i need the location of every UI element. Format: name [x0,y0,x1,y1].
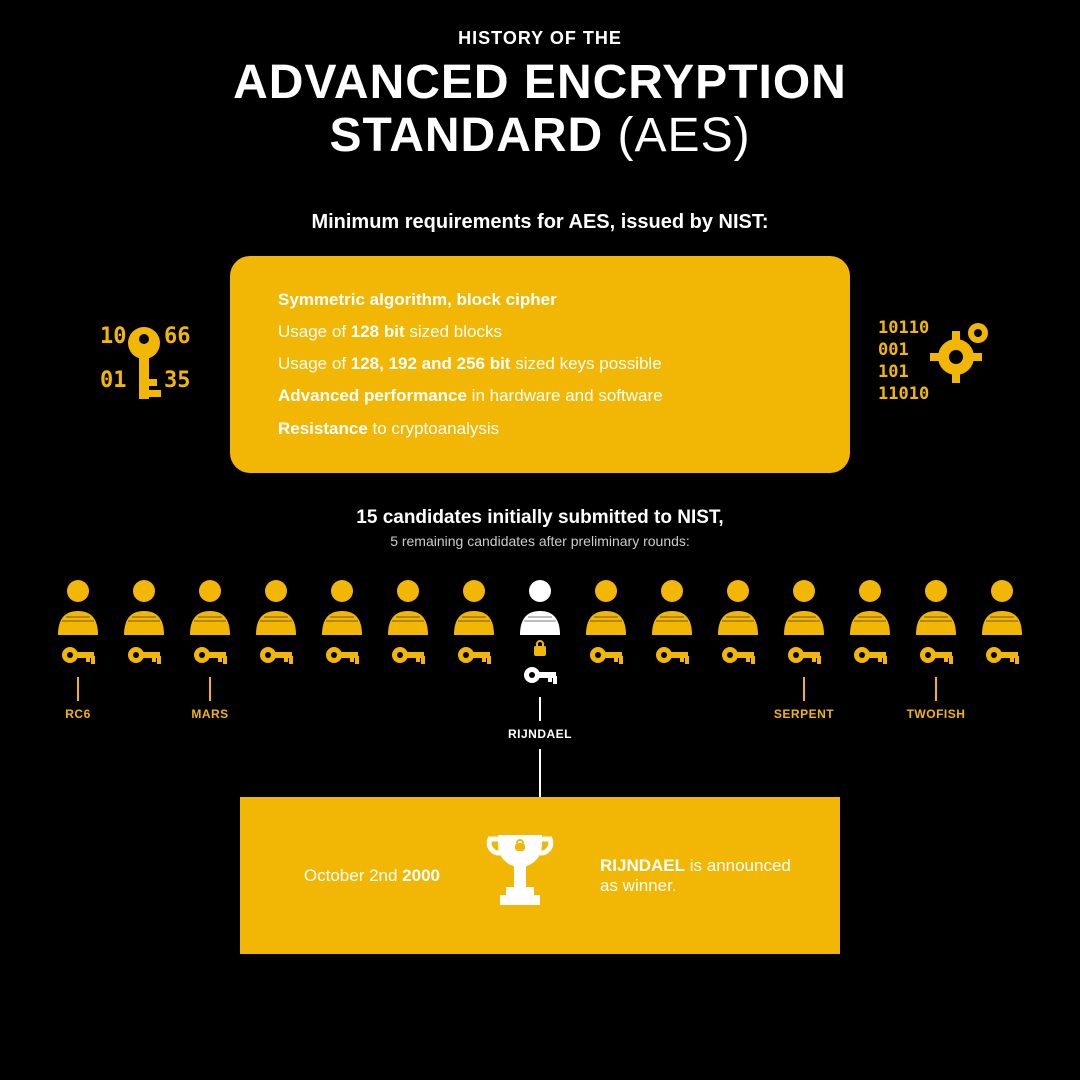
finalist-label: SERPENT [774,707,834,721]
person-icon [712,577,764,637]
key-icon [852,641,888,669]
finalist-label: TWOFISH [907,707,966,721]
requirement-line: Usage of 128, 192 and 256 bit sized keys… [278,348,802,380]
winner-connector-line [539,749,541,797]
candidate [378,577,438,741]
candidate [444,577,504,741]
eyebrow-text: HISTORY OF THE [0,28,1080,49]
finalist-label: RIJNDAEL [508,727,572,741]
header: HISTORY OF THE ADVANCED ENCRYPTION STAND… [0,0,1080,163]
svg-text:11010: 11010 [878,384,929,404]
candidate-finalist: MARS [180,577,240,741]
connector-line [935,677,937,701]
key-icon [258,641,294,669]
connector-line [539,697,541,721]
candidate-finalist: RC6 [48,577,108,741]
svg-text:10110: 10110 [878,318,929,338]
key-icon [918,641,954,669]
person-icon [52,577,104,637]
finalists-heading: 15 candidates initially submitted to NIS… [0,507,1080,529]
key-icon: 10 66 01 35 [86,304,206,424]
winner-date: October 2nd 2000 [280,866,440,886]
person-icon [316,577,368,637]
person-icon [250,577,302,637]
key-icon [456,641,492,669]
key-icon [786,641,822,669]
key-icon [324,641,360,669]
person-icon [514,577,566,637]
candidate [972,577,1032,741]
person-icon [382,577,434,637]
svg-text:001: 001 [878,340,909,360]
requirement-line: Advanced performance in hardware and sof… [278,380,802,412]
requirement-line: Usage of 128 bit sized blocks [278,316,802,348]
main-title: ADVANCED ENCRYPTION STANDARD (AES) [0,57,1080,163]
person-icon [910,577,962,637]
candidate [114,577,174,741]
person-icon [778,577,830,637]
candidate [708,577,768,741]
candidate-finalist: SERPENT [774,577,834,741]
svg-text:101: 101 [878,362,909,382]
finalists-sub: 5 remaining candidates after preliminary… [0,533,1080,549]
gear-icon: 10110 001 101 11010 [874,304,994,424]
person-icon [976,577,1028,637]
key-icon [60,641,96,669]
title-line2-bold: STANDARD [329,109,603,162]
lock-icon [532,639,548,657]
connector-line [77,677,79,701]
connector-line [209,677,211,701]
candidate [576,577,636,741]
title-line1: ADVANCED ENCRYPTION [233,56,847,109]
requirements-section: 10 66 01 35 Symmetric algorithm, block c… [0,256,1080,473]
candidates-row: RC6 MARS [0,577,1080,741]
candidate-finalist: TWOFISH [906,577,966,741]
candidate [246,577,306,741]
person-icon [184,577,236,637]
person-icon [844,577,896,637]
finalist-label: RC6 [65,707,91,721]
key-icon [654,641,690,669]
key-digit-0: 10 [100,324,127,349]
candidate [840,577,900,741]
candidate-winner: RIJNDAEL [510,577,570,741]
person-icon [448,577,500,637]
candidate [642,577,702,741]
key-icon [192,641,228,669]
key-icon [984,641,1020,669]
connector-line [803,677,805,701]
winner-box: October 2nd 2000 RIJNDAEL is announced a… [240,797,840,954]
requirements-heading: Minimum requirements for AES, issued by … [0,211,1080,234]
winner-announcement: RIJNDAEL is announced as winner. [600,856,800,896]
key-icon [126,641,162,669]
person-icon [118,577,170,637]
key-digit-2: 01 [100,368,127,393]
requirement-line: Symmetric algorithm, block cipher [278,284,802,316]
key-icon [390,641,426,669]
finalist-label: MARS [191,707,228,721]
trophy-icon [480,829,560,922]
person-icon [646,577,698,637]
person-icon [580,577,632,637]
key-digit-1: 66 [164,324,191,349]
key-icon [720,641,756,669]
key-digit-3: 35 [164,368,191,393]
title-line2-thin: (AES) [618,109,751,162]
key-icon [522,661,558,689]
key-icon [588,641,624,669]
requirement-line: Resistance to cryptoanalysis [278,413,802,445]
requirements-box: Symmetric algorithm, block cipherUsage o… [230,256,850,473]
candidate [312,577,372,741]
